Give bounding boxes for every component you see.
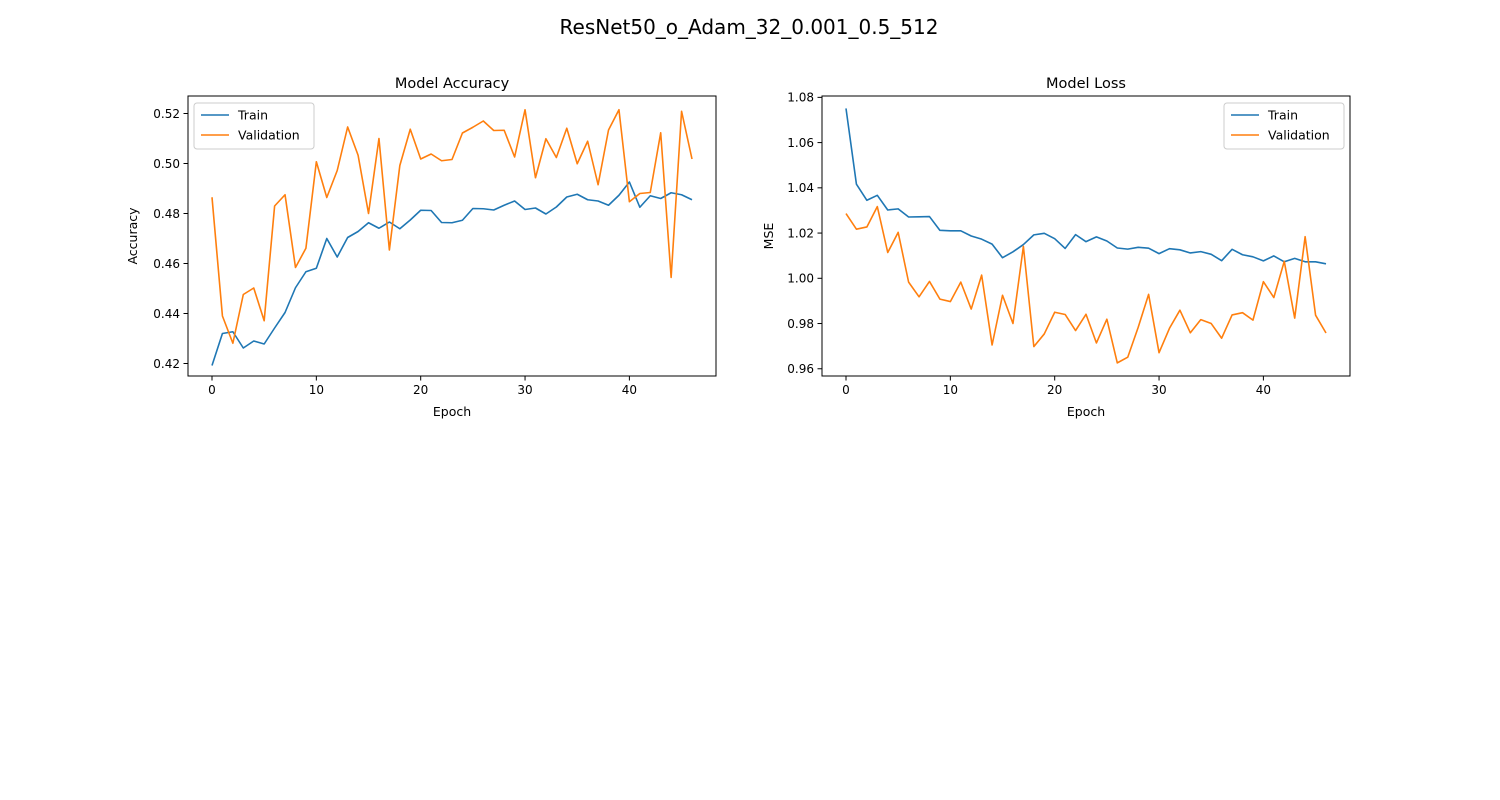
accuracy-legend-label-validation: Validation [238,128,300,143]
accuracy-ytick-label: 0.52 [153,107,180,121]
accuracy-xtick-label: 30 [517,383,532,397]
accuracy-xtick-label: 20 [413,383,428,397]
accuracy-chart-title: Model Accuracy [395,76,510,92]
loss-xtick-label: 20 [1047,383,1062,397]
accuracy-plot-area [211,108,693,366]
loss-chart: Model Loss 0 10 20 30 40 0.96 0.98 1.00 1.02 1.04 1… [761,76,1351,419]
accuracy-ytick-label: 0.50 [153,157,180,171]
accuracy-ytick-label: 0.48 [153,207,180,221]
loss-series-train-line [845,108,1327,265]
loss-ytick-label: 1.08 [787,91,814,105]
loss-legend-label-validation: Validation [1268,128,1330,143]
accuracy-legend-label-train: Train [237,108,268,123]
accuracy-xtick-label: 10 [309,383,324,397]
loss-ytick-label: 1.04 [787,181,814,195]
loss-ytick-label: 0.98 [787,317,814,331]
loss-legend-label-train: Train [1267,108,1298,123]
accuracy-ytick-label: 0.46 [153,257,180,271]
accuracy-series-train-line [211,181,693,366]
loss-xtick-label: 10 [943,383,958,397]
loss-plot-area [845,108,1327,364]
accuracy-yaxis-label: Accuracy [125,207,140,265]
loss-axes-frame [821,95,1351,377]
loss-chart-title: Model Loss [1046,76,1126,92]
accuracy-legend: Train Validation [193,102,315,150]
loss-series-validation-line [845,205,1327,364]
accuracy-ytick-label: 0.44 [153,307,180,321]
loss-xtick-label: 0 [842,383,850,397]
accuracy-chart: Model Accuracy 0 10 20 30 40 0.42 0.44 0.46 0.48 0… [125,76,717,419]
accuracy-axes-frame [187,95,717,377]
loss-legend: Train Validation [1223,102,1345,150]
loss-xaxis-label: Epoch [1067,404,1105,419]
loss-ytick-label: 1.02 [787,226,814,240]
loss-xtick-label: 40 [1256,383,1271,397]
loss-ytick-label: 0.96 [787,362,814,376]
loss-ytick-label: 1.06 [787,136,814,150]
accuracy-xtick-label: 0 [208,383,216,397]
accuracy-xtick-label: 40 [622,383,637,397]
accuracy-series-validation-line [211,108,693,345]
loss-ytick-label: 1.00 [787,272,814,286]
figure-suptitle: ResNet50_o_Adam_32_0.001_0.5_512 [560,15,939,39]
loss-yaxis-label: MSE [761,223,776,250]
accuracy-xaxis-label: Epoch [433,404,471,419]
loss-xtick-label: 30 [1151,383,1166,397]
accuracy-ytick-label: 0.42 [153,357,180,371]
